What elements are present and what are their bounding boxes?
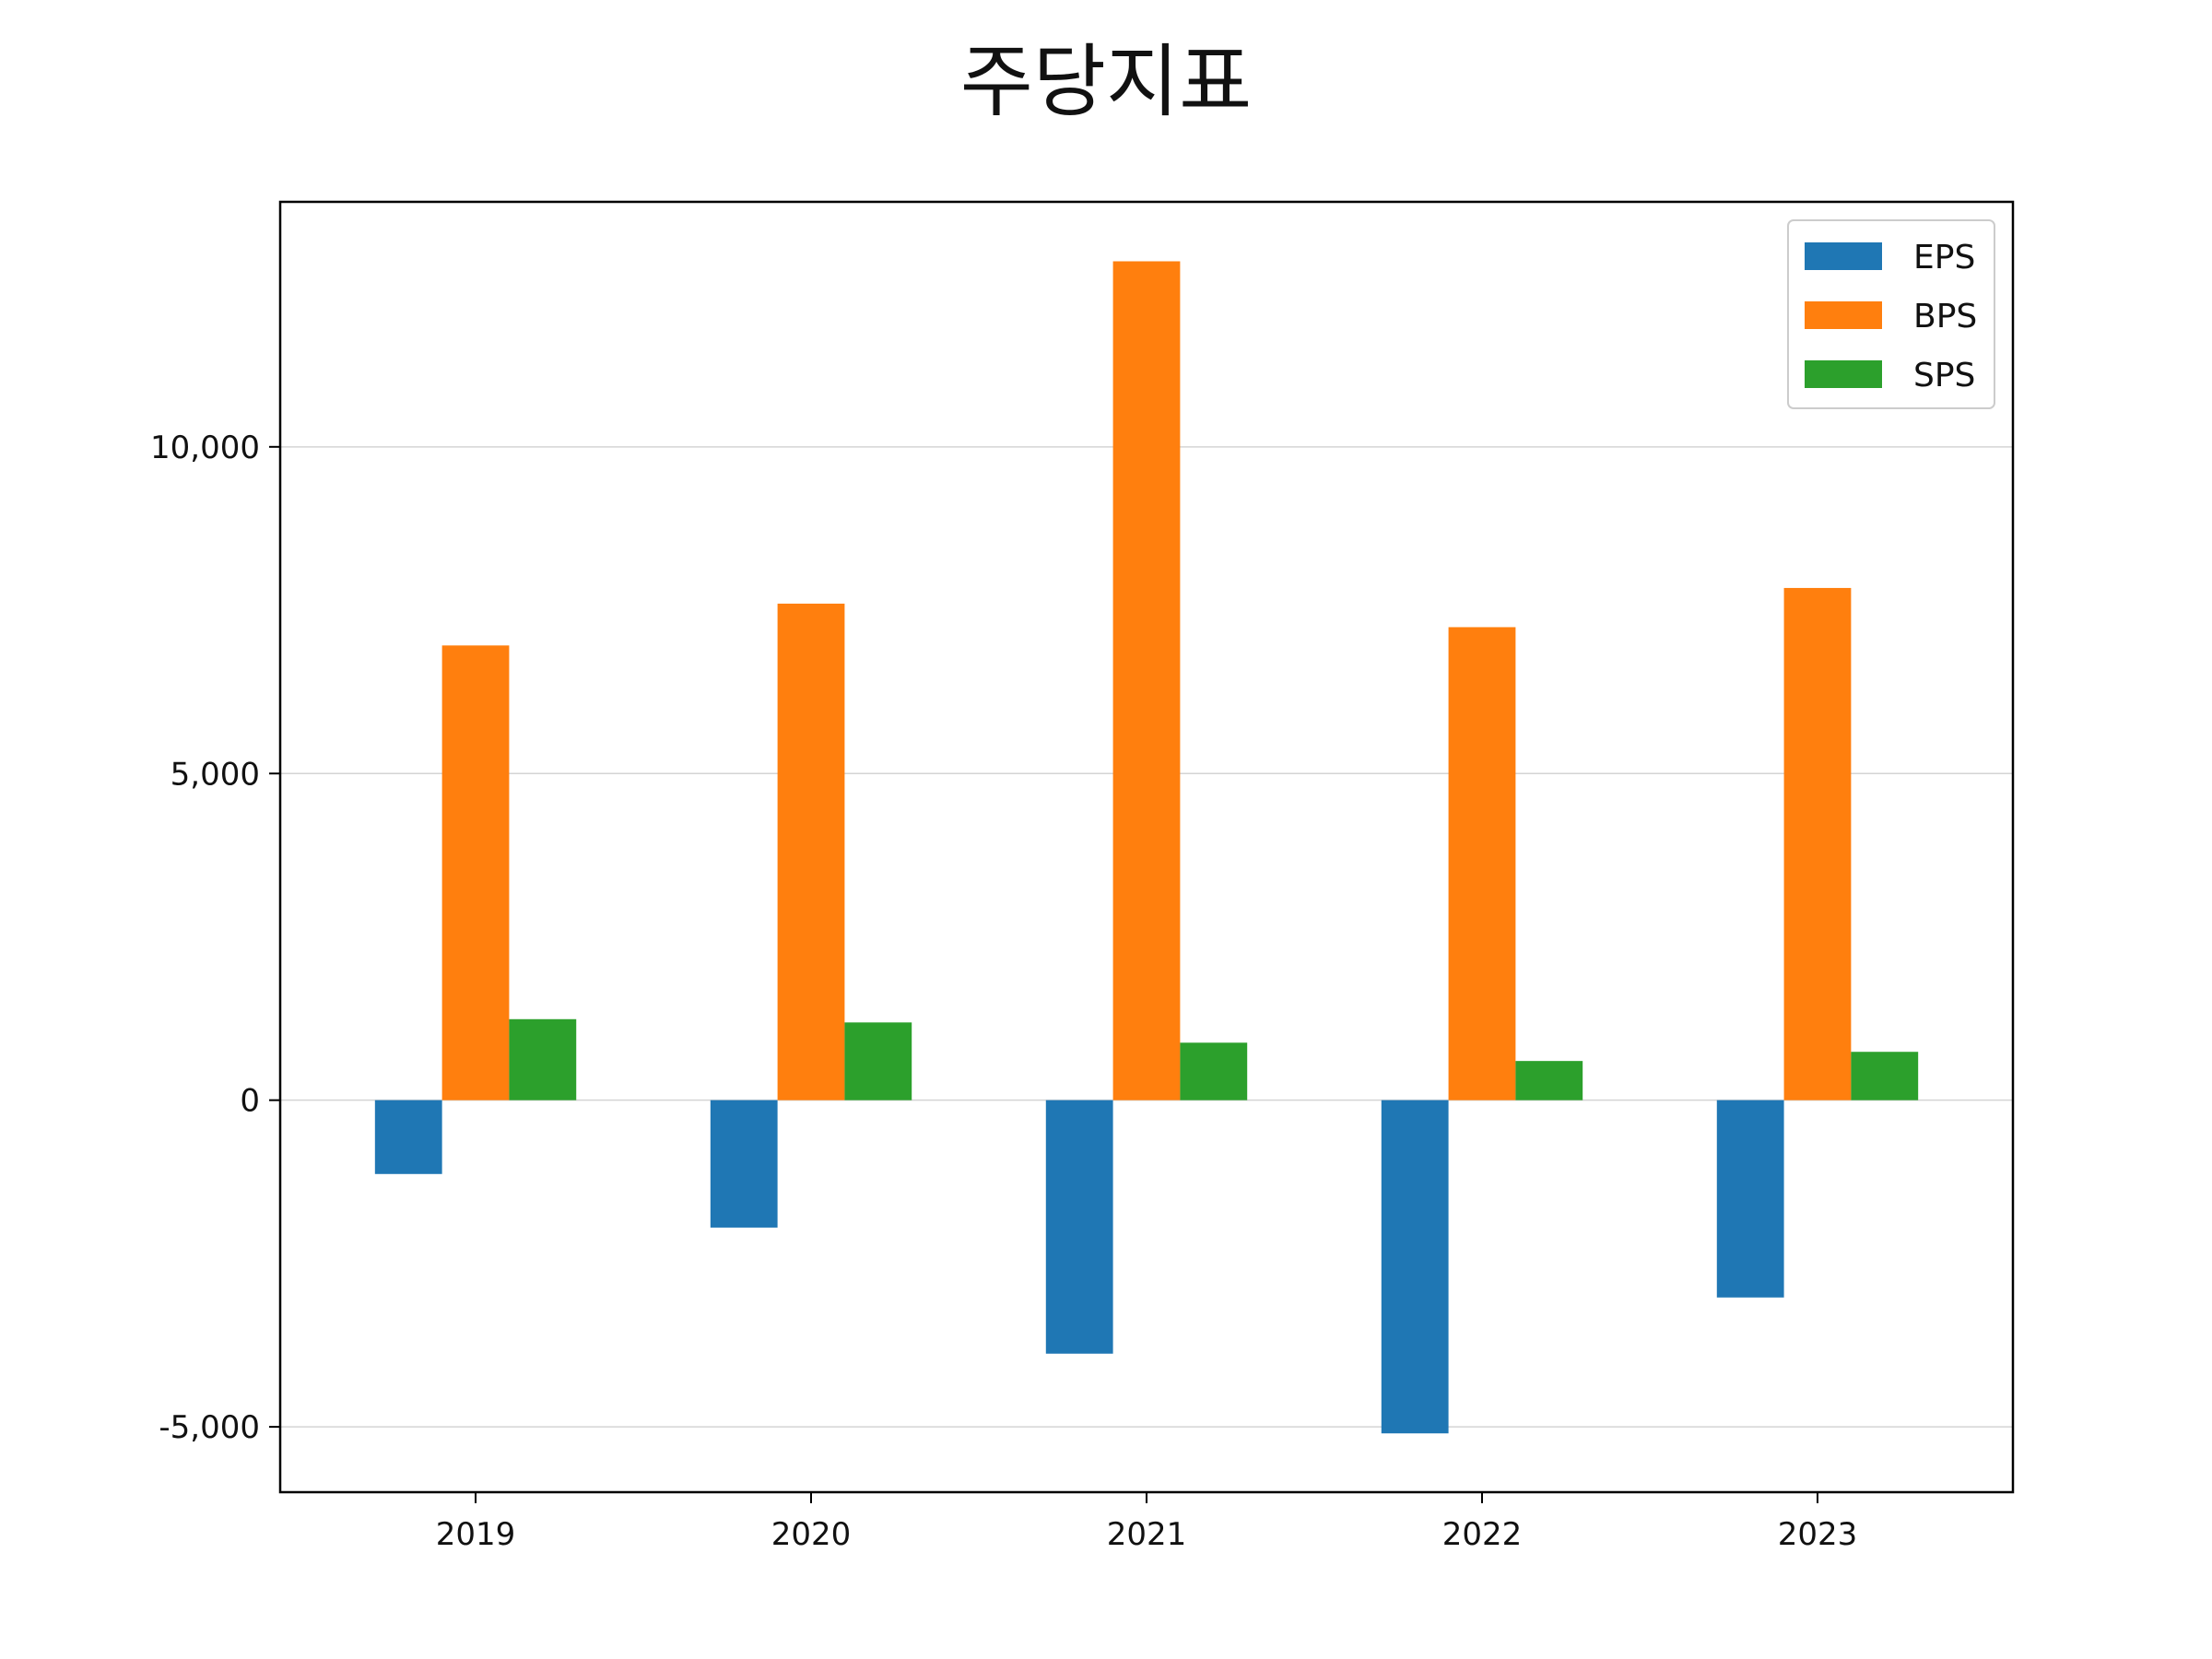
bar-eps-2021	[1045, 1100, 1113, 1354]
bar-sps-2022	[1515, 1061, 1583, 1100]
y-tick-label: 5,000	[171, 756, 260, 793]
legend-label-bps: BPS	[1913, 298, 1977, 335]
y-tick-label: 0	[240, 1083, 260, 1120]
bar-eps-2020	[710, 1100, 778, 1228]
bar-sps-2020	[844, 1022, 912, 1100]
x-tick-label: 2021	[1107, 1516, 1187, 1553]
bar-bps-2023	[1783, 587, 1852, 1100]
legend: EPS BPS SPS	[1787, 219, 1995, 409]
x-tick-label: 2023	[1778, 1516, 1858, 1553]
chart-title: 주당지표	[959, 36, 1253, 128]
bar-eps-2019	[374, 1100, 442, 1174]
bar-sps-2021	[1180, 1042, 1248, 1100]
bar-bps-2020	[777, 603, 845, 1100]
legend-swatch-eps	[1805, 242, 1882, 270]
bar-bps-2022	[1448, 627, 1516, 1100]
bar-sps-2019	[509, 1018, 577, 1100]
x-tick-label: 2019	[436, 1516, 516, 1553]
y-tick-label: -5,000	[159, 1409, 260, 1446]
bar-eps-2022	[1381, 1100, 1449, 1434]
bar-sps-2023	[1851, 1052, 1919, 1100]
legend-label-sps: SPS	[1913, 357, 1975, 394]
bar-layer	[374, 261, 1919, 1434]
x-tick-label: 2022	[1442, 1516, 1523, 1553]
legend-swatch-sps	[1805, 360, 1882, 388]
y-tick-label: 10,000	[150, 429, 260, 466]
x-tick-label: 2020	[771, 1516, 852, 1553]
bar-eps-2023	[1716, 1100, 1784, 1298]
bar-bps-2019	[441, 645, 510, 1100]
bar-bps-2021	[1112, 261, 1181, 1100]
legend-swatch-bps	[1805, 301, 1882, 329]
legend-label-eps: EPS	[1913, 239, 1975, 276]
axis-layer: -5,000 0 5,000 10,000 2019 2020 2021 2022 2023	[150, 429, 1857, 1553]
